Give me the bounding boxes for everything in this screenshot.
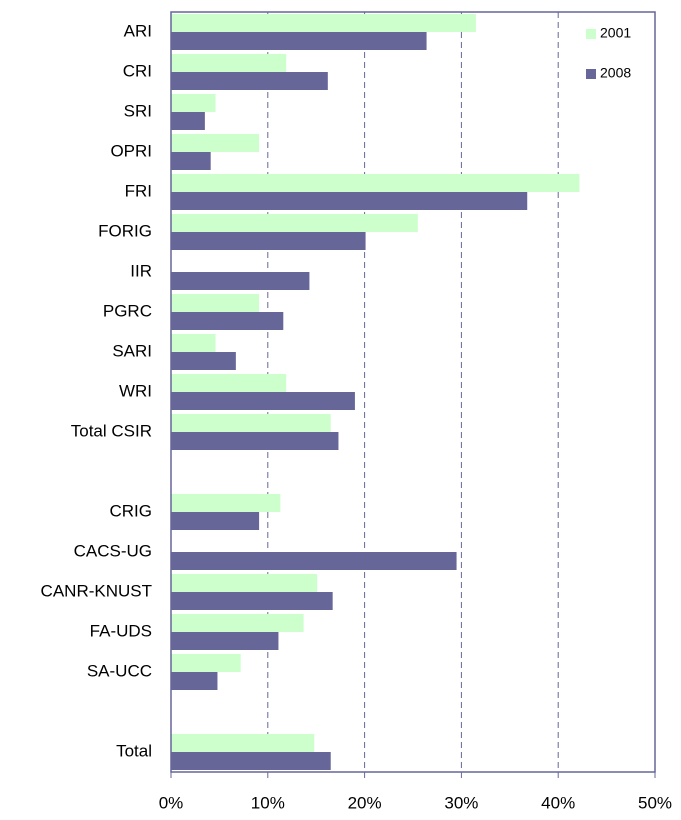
y-tick-label: FORIG [98,221,152,240]
y-tick-label: PGRC [103,301,152,320]
y-tick-label: ARI [124,21,152,40]
bar [171,174,580,192]
bar [171,734,315,752]
bar [171,632,279,650]
bar [171,72,328,90]
bar [171,152,211,170]
y-tick-label: IIR [130,261,152,280]
bar [171,294,260,312]
bar [171,14,476,32]
y-tick-label: SA-UCC [87,661,152,680]
bar [171,32,427,50]
x-tick-label: 40% [541,793,575,812]
bar [171,494,281,512]
x-tick-label: 50% [638,793,672,812]
y-tick-label: CRIG [110,501,153,520]
x-tick-label: 0% [159,793,184,812]
bar [171,414,331,432]
bar [171,374,287,392]
bar [171,512,260,530]
legend-swatch [586,29,596,39]
y-tick-label: CRI [123,61,152,80]
y-tick-label: Total [116,741,152,760]
plot-frame [170,11,656,773]
bar [171,192,528,210]
bar [171,614,304,632]
bar [171,214,418,232]
y-tick-label: OPRI [110,141,152,160]
y-tick-label: WRI [119,381,152,400]
bar [171,54,287,72]
y-tick-label: SRI [124,101,152,120]
bar [171,134,260,152]
bar [171,94,216,112]
legend-label: 2008 [600,65,631,81]
bar [171,112,205,130]
bar [171,312,284,330]
bar [171,334,216,352]
bar [171,272,310,290]
x-tick-label: 10% [251,793,285,812]
bar [171,432,339,450]
bar [171,592,333,610]
bar [171,752,331,770]
bar [171,392,355,410]
y-tick-label: FA-UDS [90,621,152,640]
y-tick-label: FRI [125,181,152,200]
bar [171,574,318,592]
x-tick-label: 20% [348,793,382,812]
bar [171,232,366,250]
bar [171,654,241,672]
y-tick-label: SARI [112,341,152,360]
y-tick-label: CACS-UG [74,541,152,560]
legend-swatch [586,69,596,79]
x-tick-label: 30% [444,793,478,812]
legend-label: 2001 [600,25,631,41]
bar [171,672,218,690]
y-tick-label: Total CSIR [71,421,152,440]
y-tick-label: CANR-KNUST [41,581,152,600]
bar [171,352,236,370]
bar [171,552,457,570]
